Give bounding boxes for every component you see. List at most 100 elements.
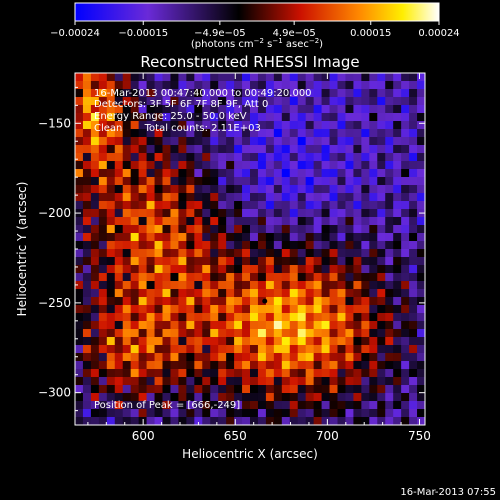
heatmap-cell — [186, 345, 195, 354]
heatmap-cell — [234, 409, 243, 418]
heatmap-cell — [353, 297, 362, 306]
heatmap-cell — [170, 81, 179, 90]
heatmap-cell — [329, 409, 338, 418]
heatmap-cell — [122, 73, 132, 82]
heatmap-cell — [265, 201, 275, 210]
heatmap-cell — [178, 129, 187, 138]
heatmap-cell — [98, 209, 108, 218]
heatmap-cell — [234, 105, 243, 114]
heatmap-cell — [273, 257, 283, 266]
heatmap-cell — [329, 105, 338, 114]
heatmap-cell — [257, 193, 267, 202]
heatmap-cell — [178, 121, 187, 130]
heatmap-cell — [289, 225, 299, 234]
heatmap-cell — [377, 257, 386, 266]
heatmap-cell — [98, 417, 108, 425]
heatmap-cell — [329, 345, 338, 354]
heatmap-cell — [130, 201, 140, 210]
heatmap-cell — [273, 241, 283, 250]
heatmap-cell — [329, 177, 338, 186]
heatmap-cell — [313, 209, 322, 218]
heatmap-cell — [202, 417, 211, 425]
heatmap-cell — [242, 161, 251, 170]
heatmap-cell — [297, 289, 307, 298]
heatmap-cell — [162, 369, 171, 378]
heatmap-cell — [313, 97, 322, 106]
heatmap-cell — [138, 353, 147, 362]
heatmap-cell — [154, 281, 163, 290]
heatmap-cell — [361, 105, 370, 114]
heatmap-cell — [218, 113, 227, 122]
heatmap-cell — [130, 305, 140, 314]
heatmap-cell — [234, 257, 243, 266]
heatmap-cell — [138, 217, 147, 226]
heatmap-cell — [353, 329, 362, 338]
heatmap-cell — [138, 129, 147, 138]
heatmap-cell — [130, 321, 140, 330]
heatmap-cell — [297, 377, 307, 386]
heatmap-cell — [186, 321, 195, 330]
heatmap-cell — [234, 401, 243, 410]
heatmap-cell — [82, 337, 92, 346]
heatmap-cell — [218, 233, 227, 242]
heatmap-cell — [305, 265, 315, 274]
heatmap-cell — [114, 313, 124, 322]
heatmap-cell — [106, 385, 116, 394]
heatmap-cell — [417, 225, 425, 234]
heatmap-cell — [345, 161, 354, 170]
heatmap-cell — [289, 153, 299, 162]
heatmap-cell — [122, 417, 132, 425]
heatmap-cell — [114, 305, 124, 314]
heatmap-cell — [385, 201, 394, 210]
heatmap-cell — [393, 145, 402, 154]
heatmap-cell — [321, 417, 330, 425]
heatmap-cell — [106, 81, 116, 90]
heatmap-cell — [321, 401, 330, 410]
heatmap-cell — [162, 409, 171, 418]
heatmap-cell — [106, 393, 116, 402]
heatmap-cell — [401, 201, 410, 210]
heatmap-cell — [281, 89, 291, 98]
heatmap-cell — [75, 73, 84, 82]
heatmap-cell — [114, 393, 124, 402]
heatmap-cell — [337, 281, 346, 290]
heatmap-cell — [289, 265, 299, 274]
heatmap-cell — [106, 257, 116, 266]
heatmap-cell — [361, 121, 370, 130]
heatmap-cell — [393, 177, 402, 186]
heatmap-cell — [146, 401, 155, 410]
heatmap-cell — [409, 353, 418, 362]
heatmap-cell — [170, 409, 179, 418]
heatmap-cell — [138, 97, 147, 106]
heatmap-cell — [321, 257, 330, 266]
heatmap-cell — [210, 113, 219, 122]
heatmap-cell — [337, 225, 346, 234]
heatmap-cell — [186, 409, 195, 418]
heatmap-cell — [353, 305, 362, 314]
x-tick-label: 700 — [316, 429, 339, 443]
heatmap-cell — [194, 249, 203, 258]
heatmap-cell — [313, 105, 322, 114]
heatmap-cell — [353, 225, 362, 234]
heatmap-cell — [289, 289, 299, 298]
heatmap-cell — [337, 297, 346, 306]
heatmap-cell — [257, 249, 267, 258]
heatmap-cell — [90, 233, 100, 242]
heatmap-cell — [250, 417, 259, 425]
heatmap-cell — [202, 233, 211, 242]
heatmap-cell — [401, 297, 410, 306]
heatmap-cell — [265, 281, 275, 290]
heatmap-cell — [250, 153, 259, 162]
heatmap-cell — [114, 273, 124, 282]
heatmap-cell — [186, 129, 195, 138]
heatmap-cell — [178, 281, 187, 290]
heatmap-cell — [409, 193, 418, 202]
heatmap-cell — [417, 409, 425, 418]
heatmap-cell — [210, 305, 219, 314]
heatmap-cell — [242, 89, 251, 98]
heatmap-cell — [409, 153, 418, 162]
heatmap-cell — [226, 241, 235, 250]
heatmap-cell — [130, 193, 140, 202]
heatmap-cell — [154, 313, 163, 322]
heatmap-cell — [234, 129, 243, 138]
